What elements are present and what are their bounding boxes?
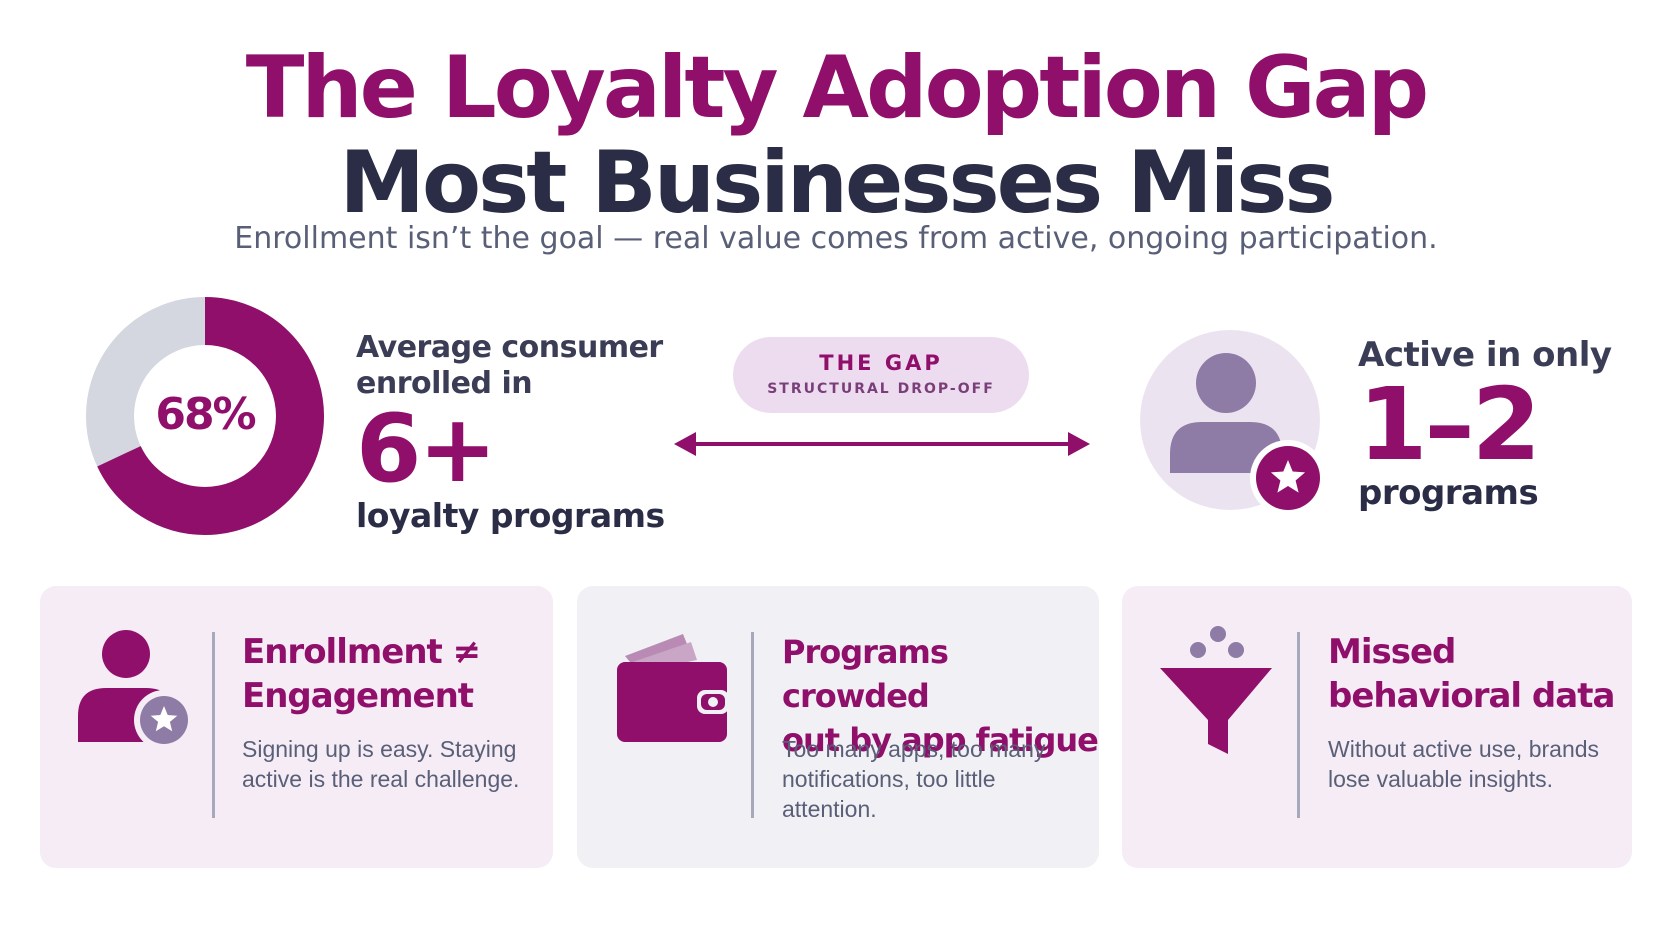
gap-badge: THE GAP STRUCTURAL DROP-OFF	[733, 337, 1029, 413]
gap-subtitle: STRUCTURAL DROP-OFF	[767, 381, 995, 397]
card-title-line-2: Engagement	[242, 676, 474, 716]
user-star-icon	[78, 630, 194, 750]
donut-percentage: 68%	[155, 389, 256, 440]
card-divider	[212, 632, 215, 818]
card-body: Signing up is easy. Staying active is th…	[242, 736, 520, 792]
card-title: Missed behavioral data	[1328, 630, 1615, 718]
card-title-line-2: out by app fatigue	[782, 721, 1099, 759]
enrollment-donut-chart	[86, 297, 324, 535]
enrolled-stat: Average consumer enrolled in 6+ loyalty …	[356, 330, 665, 534]
enrolled-line-1: Average consumer	[356, 330, 663, 365]
subtitle: Enrollment isn’t the goal — real value c…	[234, 221, 1438, 256]
card-app-fatigue: Programs crowded out by app fatigue Too …	[577, 586, 1099, 868]
donut-fill-segment	[86, 297, 324, 535]
double-arrow-icon	[674, 432, 1090, 456]
active-user-avatar-icon	[1140, 330, 1326, 516]
card-title: Enrollment ≠ Engagement	[242, 630, 481, 718]
card-enrollment-engagement: Enrollment ≠ Engagement Signing up is ea…	[40, 586, 553, 868]
enrolled-bottom-line: loyalty programs	[356, 496, 665, 535]
enrolled-line-2: enrolled in	[356, 366, 533, 401]
card-body: Without active use, brands lose valuable…	[1328, 736, 1600, 792]
card-title-line-1: Enrollment ≠	[242, 632, 481, 672]
card-divider	[1297, 632, 1300, 818]
funnel-icon	[1160, 626, 1272, 754]
active-stat: Active in only 1–2 programs	[1358, 335, 1612, 511]
card-title-line-1: Missed	[1328, 632, 1456, 672]
active-bottom-line: programs	[1358, 473, 1539, 513]
card-divider	[751, 632, 754, 818]
gap-title: THE GAP	[819, 351, 943, 375]
wallet-icon	[617, 634, 729, 742]
card-title: Programs crowded out by app fatigue	[782, 630, 1099, 762]
card-missed-data: Missed behavioral data Without active us…	[1122, 586, 1632, 868]
card-body: Too many apps, too many notifications, t…	[782, 736, 1046, 822]
card-title-line-2: behavioral data	[1328, 676, 1615, 716]
card-title-line-1: Programs crowded	[782, 633, 949, 715]
active-top-line: Active in only	[1358, 335, 1612, 375]
enrolled-big-value: 6+	[356, 395, 497, 504]
active-big-value: 1–2	[1358, 366, 1541, 483]
title-line-1: The Loyalty Adoption Gap	[245, 38, 1430, 138]
title-line-2: Most Businesses Miss	[339, 133, 1335, 233]
